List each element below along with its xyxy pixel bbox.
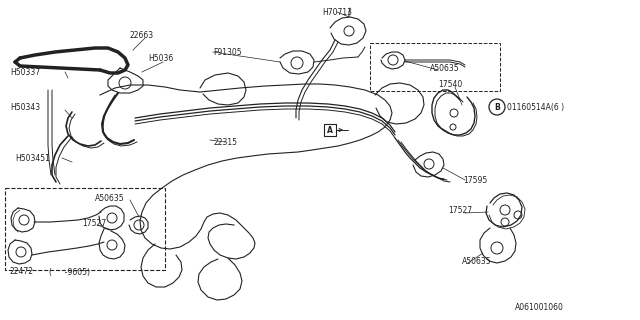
Text: (: ( [48, 268, 51, 276]
Circle shape [489, 99, 505, 115]
Text: B: B [494, 102, 500, 111]
Text: H70713: H70713 [322, 7, 352, 17]
Text: A: A [327, 125, 333, 134]
Text: 22315: 22315 [213, 138, 237, 147]
Text: 01160514A(6 ): 01160514A(6 ) [507, 102, 564, 111]
Text: H5036: H5036 [148, 53, 173, 62]
Text: 17527: 17527 [448, 205, 472, 214]
Text: 17527: 17527 [82, 219, 106, 228]
Text: 17595: 17595 [463, 175, 487, 185]
Text: A50635: A50635 [430, 63, 460, 73]
Text: A50635: A50635 [462, 258, 492, 267]
Text: A50635: A50635 [95, 194, 125, 203]
Text: H50343: H50343 [10, 102, 40, 111]
Text: -9605): -9605) [60, 268, 90, 276]
Bar [5, 188, 165, 270]
Text: F91305: F91305 [213, 47, 242, 57]
Text: 22663: 22663 [130, 30, 154, 39]
Bar [370, 43, 500, 91]
Text: H50337: H50337 [10, 68, 40, 76]
Text: 17540: 17540 [438, 79, 462, 89]
Text: H503451: H503451 [15, 154, 50, 163]
Text: 22472: 22472 [10, 268, 34, 276]
Text: A061001060: A061001060 [515, 302, 564, 311]
Bar [324, 124, 336, 136]
